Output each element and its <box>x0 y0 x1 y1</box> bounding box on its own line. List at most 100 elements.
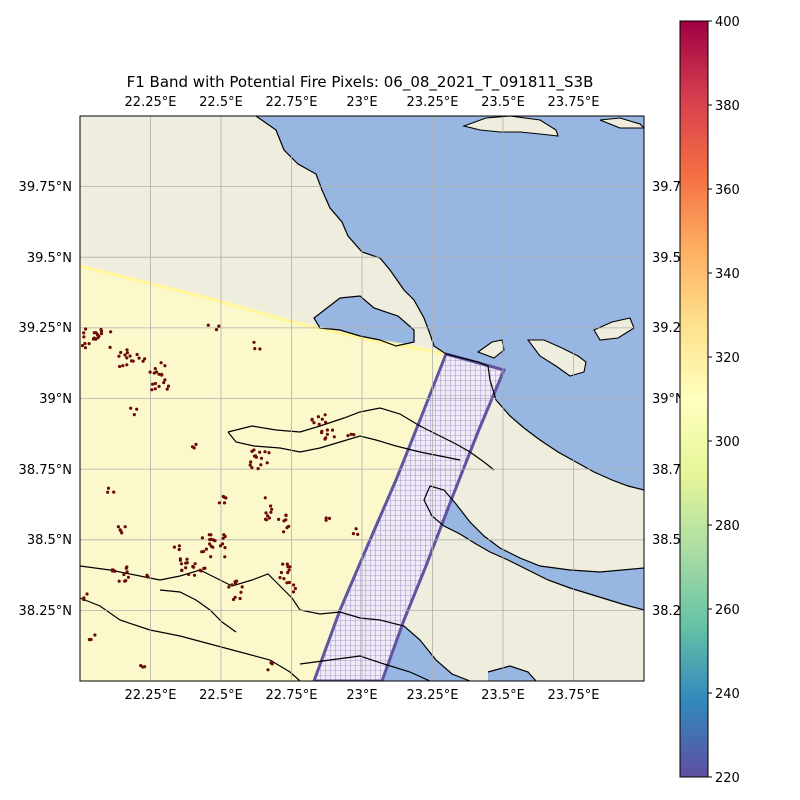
fire-pixel <box>106 486 111 490</box>
fire-pixel <box>137 356 141 360</box>
fire-pixel <box>324 420 328 424</box>
lat-label-right: 39.2 <box>652 321 681 336</box>
fire-pixel <box>287 524 291 529</box>
lat-label-left: 39.5°N <box>27 251 72 266</box>
fire-pixel <box>193 562 197 566</box>
fire-pixel <box>87 638 91 642</box>
sea-southeast <box>488 666 536 681</box>
left-lat-labels: 38.25°N 38.5°N 38.75°N 39°N 39.25°N 39.5… <box>19 180 72 619</box>
sea-south-gulf <box>380 620 470 681</box>
fire-pixel <box>126 575 130 579</box>
fire-pixel <box>163 364 167 368</box>
fire-pixel <box>203 566 207 570</box>
fire-pixel <box>230 583 234 587</box>
fire-pixel <box>291 590 296 594</box>
fire-pixel <box>159 361 163 365</box>
lon-label-bottom: 23.75°E <box>548 688 600 703</box>
fire-pixel <box>163 378 167 382</box>
fire-pixel <box>320 431 324 435</box>
fire-pixel <box>356 532 360 537</box>
fire-pixel <box>227 585 231 589</box>
lat-label-right: 38.5 <box>652 533 681 548</box>
fire-pixel <box>325 428 329 432</box>
fire-pixel <box>267 451 271 455</box>
fire-pixel <box>222 533 226 537</box>
fire-pixel <box>250 449 254 453</box>
fire-pixel <box>250 466 254 470</box>
fire-pixel <box>125 351 129 355</box>
fire-pixel <box>83 346 88 350</box>
bottom-lon-labels: 22.25°E 22.5°E 22.75°E 23°E 23.25°E 23.5… <box>125 688 600 703</box>
lon-label-bottom: 22.75°E <box>266 688 318 703</box>
lon-label-bottom: 22.25°E <box>125 688 177 703</box>
fire-pixel <box>320 417 324 421</box>
fire-pixel <box>223 555 227 559</box>
island-north-tip <box>599 117 644 129</box>
fire-pixel <box>185 557 189 561</box>
map-title: F1 Band with Potential Fire Pixels: 06_0… <box>127 73 594 92</box>
lat-label-right: 38.7 <box>652 463 681 478</box>
fire-pixel <box>288 565 292 569</box>
fire-pixel <box>95 333 100 337</box>
fire-pixel <box>162 381 166 385</box>
lat-label-right: 39.5 <box>652 251 681 266</box>
fire-pixel <box>192 573 197 577</box>
fire-pixel <box>143 357 147 361</box>
fire-pixel <box>93 633 97 637</box>
fire-pixel <box>282 519 286 523</box>
fire-pixel <box>282 577 286 581</box>
right-lat-labels: 38.2 38.5 38.7 39°N 39.2 39.5 39.7 <box>652 180 685 619</box>
fire-pixel <box>87 342 91 346</box>
fire-pixel <box>239 590 243 594</box>
fire-pixel <box>119 350 123 355</box>
island-skiathos <box>526 339 587 377</box>
fire-pixel <box>277 517 281 522</box>
fire-pixel <box>130 359 134 363</box>
fire-pixel <box>287 568 291 572</box>
fire-pixel <box>317 422 321 426</box>
fire-pixel <box>83 341 87 346</box>
fire-pixel <box>293 586 297 591</box>
fire-pixel <box>208 542 212 546</box>
fire-pixel <box>177 544 181 548</box>
fire-pixel <box>150 388 154 392</box>
fire-pixel <box>99 329 104 333</box>
fire-pixel <box>194 442 198 446</box>
fire-pixel <box>209 533 213 537</box>
fire-pixel <box>190 445 195 449</box>
fire-pixel <box>206 323 210 327</box>
fire-pixel <box>252 454 257 458</box>
fire-pixel <box>267 516 271 520</box>
fire-pixel <box>256 467 260 471</box>
fire-pixel <box>99 332 104 336</box>
fire-pixel <box>287 580 291 585</box>
fire-pixel <box>211 545 215 549</box>
fire-pixel <box>218 544 223 548</box>
fire-pixel <box>123 525 127 529</box>
fire-pixel <box>292 583 296 587</box>
fire-pixel <box>120 531 124 535</box>
fire-pixel <box>125 348 129 352</box>
fire-pixel <box>157 372 161 376</box>
fire-pixel <box>125 363 129 367</box>
fire-pixel <box>123 579 127 583</box>
fire-pixel <box>187 572 191 577</box>
fire-pixel <box>121 364 125 368</box>
fire-pixel <box>222 501 227 505</box>
fire-pixel <box>266 514 270 518</box>
low-value-band <box>312 352 507 681</box>
fire-pixel <box>109 330 113 334</box>
fire-pixel <box>214 328 219 332</box>
fire-pixel <box>223 546 227 550</box>
fire-pixel <box>117 354 121 358</box>
fire-pixel <box>258 450 262 454</box>
fire-pixel <box>139 664 143 668</box>
fire-pixel <box>80 344 85 348</box>
fire-pixel <box>125 570 129 574</box>
fire-pixel <box>124 566 128 570</box>
fire-pixel <box>352 433 356 437</box>
colorbar-tick-label: 260 <box>715 603 740 618</box>
colorbar-tick-label: 220 <box>715 771 740 786</box>
fire-pixel <box>129 406 133 410</box>
fire-pixel <box>153 381 157 386</box>
